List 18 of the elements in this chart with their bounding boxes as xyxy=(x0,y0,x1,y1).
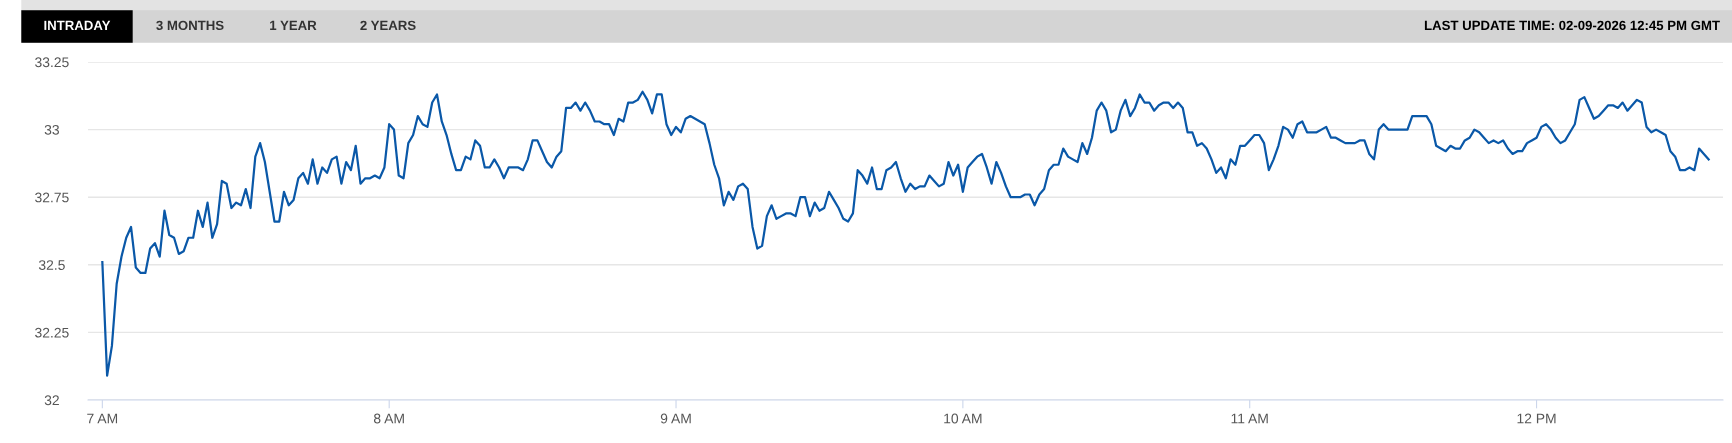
y-tick-label: 32.75 xyxy=(35,192,69,203)
x-tick-label: 9 AM xyxy=(660,413,691,424)
y-tick-label: 33 xyxy=(44,124,59,135)
x-tick-label: 12 PM xyxy=(1517,413,1556,424)
y-tick-label: 32.5 xyxy=(38,260,65,270)
y-tick-label: 32 xyxy=(44,395,59,406)
text: INTRADAY xyxy=(44,20,111,30)
x-tick-label: 8 AM xyxy=(373,413,404,424)
text: 1 YEAR xyxy=(270,20,317,30)
text: 2 YEARS xyxy=(360,20,416,31)
x-tick-label: 7 AM xyxy=(87,413,118,424)
line-series xyxy=(101,90,1710,377)
y-tick-label: 33.25 xyxy=(35,57,69,68)
x-tick-label: 10 AM xyxy=(944,413,982,424)
chart-subtitle: LAST UPDATE TIME: 02-09-2026 12:45 PM GMT xyxy=(1424,20,1720,31)
x-tick-label: 11 AM xyxy=(1231,413,1268,424)
text: 3 MONTHS xyxy=(156,20,224,31)
y-tick-label: 32.25 xyxy=(35,327,69,338)
